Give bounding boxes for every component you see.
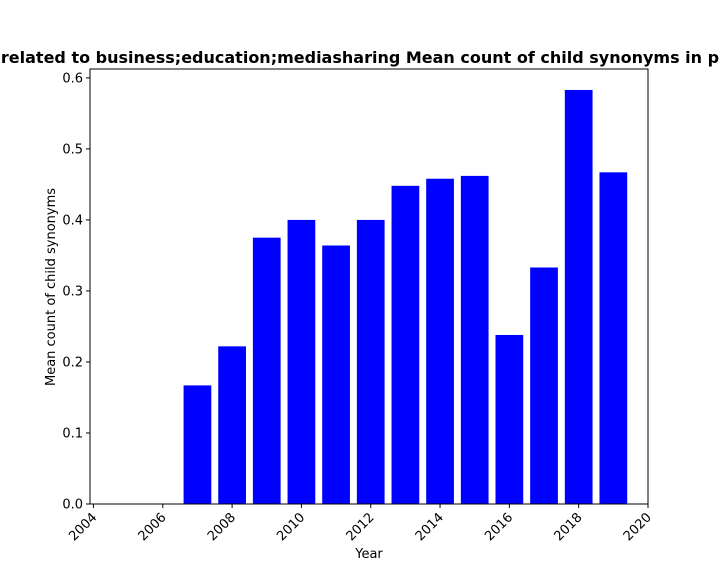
- y-axis-ticks: 0.0 0.1 0.2 0.3 0.4 0.5 0.6: [62, 71, 90, 513]
- bar-2013: [391, 185, 420, 504]
- x-tick-label: 2004: [66, 510, 100, 544]
- chart-title: related to business;education;mediashari…: [1, 48, 719, 67]
- x-tick-label: 2014: [413, 510, 447, 544]
- bar-2010: [287, 219, 316, 505]
- bar-2008: [218, 346, 246, 504]
- bars-group: [183, 89, 628, 505]
- y-tick-label: 0.5: [62, 142, 83, 157]
- x-axis-label: Year: [354, 547, 383, 562]
- x-tick-label: 2008: [205, 510, 239, 544]
- bar-2015: [460, 175, 489, 504]
- y-tick-label: 0.2: [62, 355, 83, 370]
- bar-2018: [564, 89, 593, 504]
- bar-2017: [530, 267, 558, 504]
- x-tick-label: 2020: [621, 510, 655, 544]
- x-tick-label: 2010: [274, 510, 308, 544]
- y-tick-label: 0.4: [62, 213, 83, 228]
- bar-2009: [252, 237, 281, 505]
- x-tick-label: 2012: [344, 510, 378, 544]
- y-tick-label: 0.1: [62, 426, 83, 441]
- bar-2007: [183, 385, 212, 504]
- x-tick-label: 2018: [552, 510, 586, 544]
- bar-2019: [599, 172, 628, 504]
- y-tick-label: 0.0: [62, 498, 83, 513]
- x-tick-label: 2006: [136, 510, 170, 544]
- bar-2012: [356, 219, 385, 505]
- y-tick-label: 0.3: [62, 284, 83, 299]
- bar-2014: [426, 178, 454, 505]
- plot-frame: [89, 68, 649, 505]
- x-axis-ticks: 2004 2006 2008 2010 2012 2014 2016 2018 2020: [66, 504, 655, 544]
- bar-2011: [322, 245, 350, 505]
- y-axis-label: Mean count of child synonyms: [44, 188, 59, 386]
- x-tick-label: 2016: [482, 510, 516, 544]
- y-tick-label: 0.6: [62, 71, 83, 86]
- bar-2016: [495, 334, 524, 504]
